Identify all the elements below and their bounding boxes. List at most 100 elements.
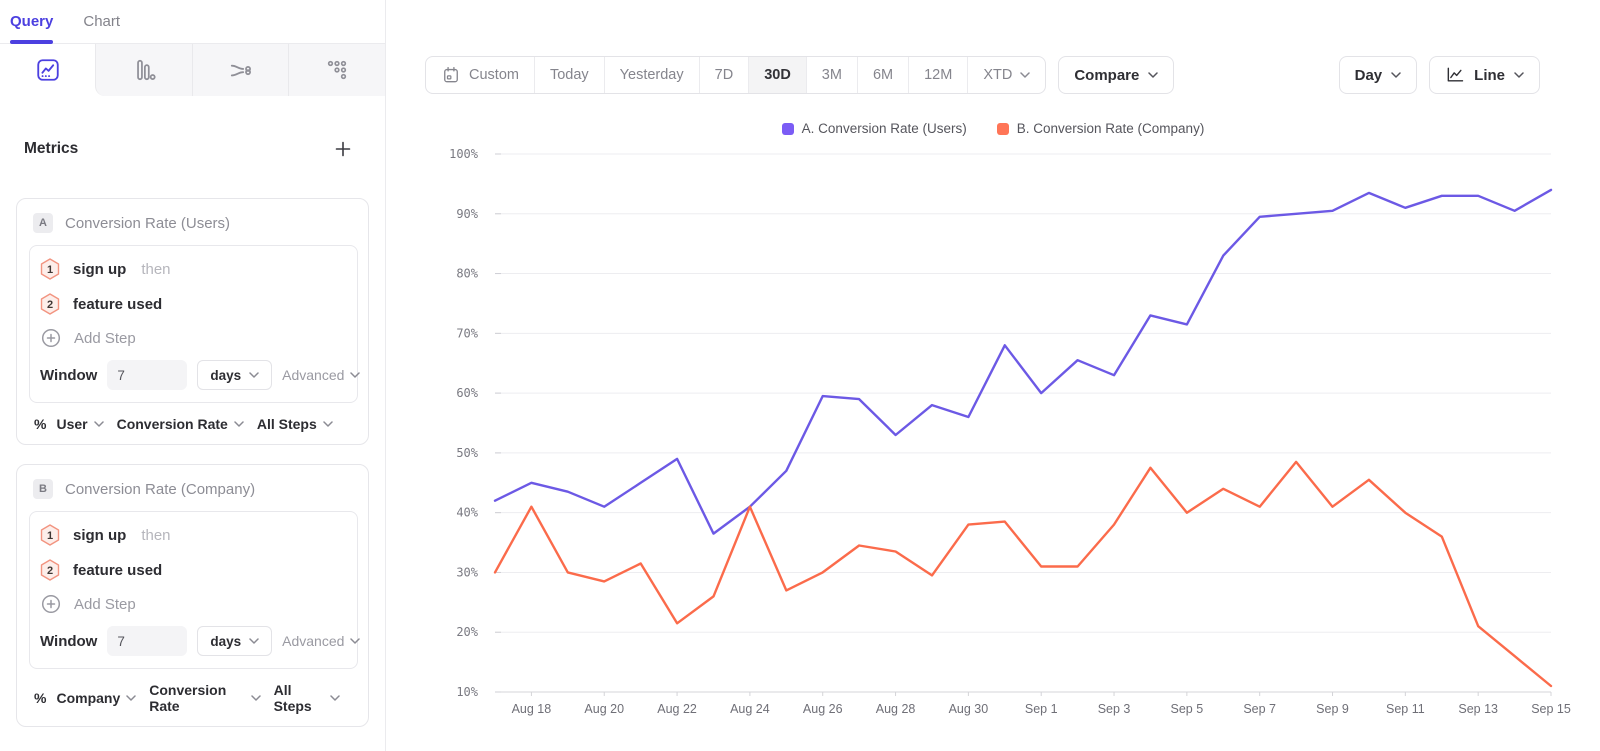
svg-text:2: 2 [47, 565, 53, 577]
svg-text:30%: 30% [456, 565, 478, 579]
line-chart-icon [1447, 67, 1464, 82]
funnel-step-2[interactable]: 2 feature used [40, 293, 347, 315]
flows-icon [230, 64, 251, 77]
svg-text:Aug 28: Aug 28 [876, 702, 916, 716]
funnel-steps-panel: 1 sign up then 2 feature used [29, 245, 361, 403]
legend-item-b[interactable]: B. Conversion Rate (Company) [996, 121, 1204, 136]
measurement-row: % Company Conversion Rate All Steps [29, 682, 358, 714]
window-unit-dropdown[interactable]: days [197, 360, 273, 390]
funnel-step-2[interactable]: 2 feature used [40, 559, 347, 581]
window-value-input[interactable] [107, 360, 188, 390]
add-step-button[interactable]: Add Step [41, 328, 347, 348]
date-range-6m[interactable]: 6M [856, 57, 908, 93]
date-range-custom[interactable]: Custom [426, 57, 534, 93]
series-a-swatch [781, 122, 794, 135]
steps-scope-dropdown[interactable]: All Steps [274, 682, 340, 714]
date-range-group: Custom Today Yesterday 7D 30D 3M 6M 12M … [425, 56, 1175, 94]
svg-text:Aug 26: Aug 26 [803, 702, 843, 716]
metric-card-a: A Conversion Rate (Users) 1 sign up then… [16, 198, 369, 445]
conversion-window-row: Window days Advanced [40, 360, 361, 390]
window-value-input[interactable] [107, 626, 188, 656]
plus-icon [335, 141, 351, 157]
date-range-30d[interactable]: 30D [748, 57, 806, 93]
svg-text:2: 2 [47, 299, 53, 311]
metric-card-header: B Conversion Rate (Company) [29, 477, 358, 511]
svg-text:70%: 70% [456, 326, 478, 340]
metric-title[interactable]: Conversion Rate (Company) [65, 480, 256, 498]
add-step-button[interactable]: Add Step [41, 594, 347, 614]
window-label: Window [40, 366, 98, 384]
svg-text:50%: 50% [456, 446, 478, 460]
funnel-step-1[interactable]: 1 sign up then [40, 524, 347, 546]
svg-text:Aug 24: Aug 24 [730, 702, 770, 716]
date-range-control: Custom Today Yesterday 7D 30D 3M 6M 12M … [425, 56, 1047, 94]
advanced-dropdown[interactable]: Advanced [282, 633, 361, 649]
date-range-12m[interactable]: 12M [908, 57, 967, 93]
window-unit-dropdown[interactable]: days [197, 626, 273, 656]
metrics-header: Metrics [24, 140, 351, 158]
svg-text:Sep 7: Sep 7 [1243, 702, 1276, 716]
percent-symbol: % [34, 416, 47, 432]
chevron-down-icon [1148, 72, 1159, 78]
chart-type-retention-button[interactable] [288, 44, 385, 96]
calendar-icon [444, 67, 458, 83]
funnel-step-1[interactable]: 1 sign up then [40, 258, 347, 280]
measure-dropdown[interactable]: Conversion Rate [149, 682, 261, 714]
step-number-badge: 2 [40, 559, 60, 581]
svg-text:20%: 20% [456, 625, 478, 639]
step-event-name: sign up [73, 526, 127, 544]
display-options-group: Day Line [1338, 56, 1540, 94]
steps-scope-dropdown[interactable]: All Steps [257, 416, 333, 432]
chart-type-flows-button[interactable] [191, 44, 289, 96]
advanced-dropdown[interactable]: Advanced [282, 367, 361, 383]
chart-type-toolbar [0, 44, 385, 96]
tab-chart[interactable]: Chart [83, 13, 121, 30]
funnel-steps-panel: 1 sign up then 2 feature used [29, 511, 361, 669]
chart-panel: Custom Today Yesterday 7D 30D 3M 6M 12M … [386, 0, 1600, 751]
step-number-badge: 2 [40, 293, 60, 315]
date-range-today[interactable]: Today [533, 57, 604, 93]
granularity-dropdown[interactable]: Day [1338, 56, 1418, 94]
chevron-down-icon [323, 421, 333, 427]
date-range-yesterday[interactable]: Yesterday [603, 57, 699, 93]
chevron-down-icon [250, 695, 261, 701]
measurement-row: % User Conversion Rate All Steps [29, 416, 358, 432]
svg-text:100%: 100% [449, 147, 479, 161]
svg-text:90%: 90% [456, 207, 478, 221]
legend-item-a[interactable]: A. Conversion Rate (Users) [781, 121, 967, 136]
step-suffix: then [141, 260, 171, 278]
add-step-label: Add Step [74, 595, 136, 613]
step-number-badge: 1 [40, 524, 60, 546]
date-range-3m[interactable]: 3M [805, 57, 857, 93]
dots-grid-icon [328, 60, 347, 80]
chart-type-options [95, 44, 385, 96]
step-suffix: then [141, 526, 171, 544]
chart-style-dropdown[interactable]: Line [1429, 56, 1540, 94]
chevron-down-icon [1020, 72, 1031, 78]
chart-type-funnels-button[interactable] [96, 44, 192, 96]
circle-plus-icon [41, 328, 61, 348]
chevron-down-icon [330, 695, 340, 701]
metric-letter-badge: A [33, 213, 53, 233]
svg-text:60%: 60% [456, 386, 478, 400]
svg-text:80%: 80% [456, 267, 478, 281]
svg-text:Aug 18: Aug 18 [512, 702, 552, 716]
svg-text:10%: 10% [456, 685, 478, 699]
date-range-7d[interactable]: 7D [698, 57, 749, 93]
query-sidebar: Query Chart [0, 0, 386, 751]
add-step-label: Add Step [74, 329, 136, 347]
add-metric-button[interactable] [335, 141, 351, 157]
svg-text:Aug 22: Aug 22 [657, 702, 697, 716]
metric-title[interactable]: Conversion Rate (Users) [65, 214, 231, 232]
compare-dropdown[interactable]: Compare [1058, 56, 1175, 94]
metric-card-header: A Conversion Rate (Users) [29, 211, 358, 245]
svg-text:1: 1 [47, 530, 53, 542]
counting-entity-dropdown[interactable]: Company [56, 690, 136, 706]
chart-type-insights-button[interactable] [0, 44, 95, 96]
step-event-name: sign up [73, 260, 127, 278]
tab-query[interactable]: Query [10, 0, 54, 44]
measure-dropdown[interactable]: Conversion Rate [117, 416, 244, 432]
counting-entity-dropdown[interactable]: User [56, 416, 104, 432]
date-range-xtd-dropdown[interactable]: XTD [967, 57, 1045, 93]
